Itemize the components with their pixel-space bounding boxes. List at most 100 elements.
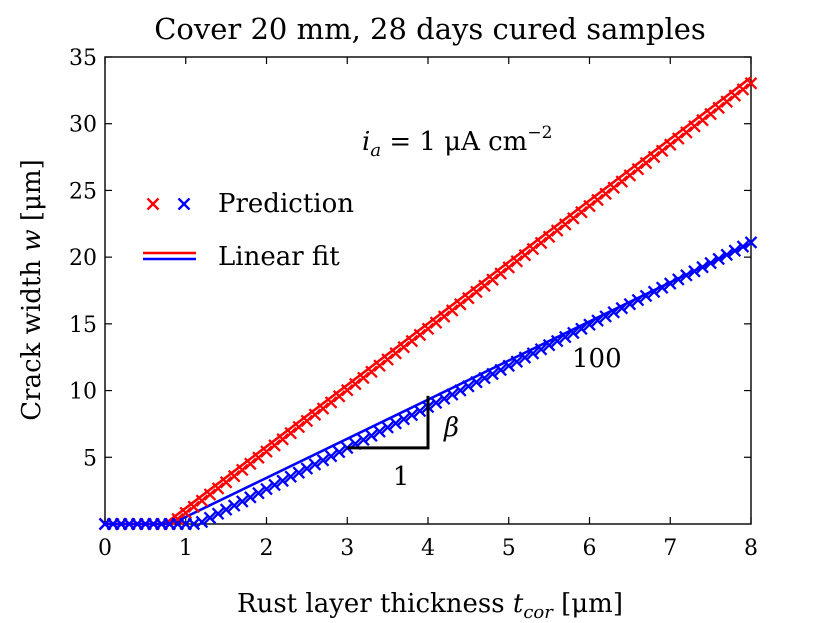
- marker-red-70: [663, 138, 677, 152]
- marker-blue-68: [647, 285, 661, 299]
- marker-blue-60: [583, 318, 596, 331]
- x-tick-label-6: 6: [583, 536, 597, 561]
- marker-red-47: [478, 279, 491, 293]
- marker-blue-12: [195, 515, 209, 529]
- marker-red-27: [316, 402, 330, 415]
- marker-red-41: [429, 316, 443, 329]
- marker-red-58: [567, 212, 580, 225]
- marker-blue-43: [445, 388, 459, 401]
- marker-red-20: [260, 445, 273, 458]
- marker-red-64: [615, 175, 629, 188]
- marker-blue-16: [227, 499, 241, 512]
- chart-title: Cover 20 mm, 28 days cured samples: [154, 12, 706, 46]
- marker-blue-13: [203, 511, 217, 525]
- marker-blue-66: [631, 293, 645, 307]
- marker-blue-57: [558, 330, 572, 344]
- x-tick-label-4: 4: [421, 536, 435, 561]
- marker-red-78: [728, 89, 742, 102]
- marker-blue-32: [357, 433, 370, 447]
- marker-blue-53: [526, 347, 540, 360]
- marker-blue-18: [244, 490, 257, 504]
- y-tick-label-5: 30: [69, 113, 97, 138]
- marker-blue-15: [219, 503, 233, 516]
- marker-blue-29: [332, 445, 346, 459]
- legend-marker-red: [146, 197, 160, 211]
- marker-blue-44: [453, 384, 467, 397]
- marker-blue-77: [720, 248, 734, 262]
- marker-blue-67: [639, 289, 653, 303]
- marker-blue-23: [284, 470, 298, 484]
- marker-red-50: [502, 261, 516, 274]
- slope-value-label: 100: [572, 344, 622, 374]
- marker-red-68: [647, 150, 661, 164]
- marker-blue-42: [437, 392, 451, 405]
- marker-blue-64: [615, 301, 629, 315]
- marker-red-24: [292, 420, 306, 434]
- marker-red-36: [389, 347, 403, 360]
- marker-blue-30: [340, 441, 354, 455]
- legend-linear-fit-lines: [143, 251, 196, 261]
- marker-red-33: [365, 365, 378, 379]
- marker-red-54: [534, 236, 548, 250]
- marker-blue-59: [575, 322, 588, 336]
- marker-red-71: [672, 132, 685, 145]
- marker-blue-39: [413, 404, 427, 418]
- y-tick-label-3: 20: [69, 246, 97, 271]
- marker-blue-45: [462, 380, 475, 393]
- marker-blue-41: [429, 396, 443, 410]
- marker-red-18: [244, 457, 257, 471]
- marker-blue-48: [486, 367, 499, 381]
- marker-blue-54: [534, 343, 548, 356]
- marker-blue-52: [518, 351, 532, 364]
- marker-blue-79: [736, 240, 750, 253]
- marker-red-44: [453, 297, 467, 311]
- marker-red-46: [470, 285, 483, 299]
- marker-blue-27: [316, 453, 330, 467]
- marker-red-17: [235, 463, 249, 477]
- marker-red-31: [349, 377, 362, 391]
- marker-blue-19: [252, 486, 265, 500]
- marker-red-69: [655, 144, 669, 158]
- marker-red-57: [558, 218, 572, 231]
- slope-triangle: [347, 395, 430, 450]
- marker-red-79: [736, 83, 750, 96]
- marker-red-22: [276, 432, 289, 446]
- marker-red-25: [300, 414, 314, 428]
- marker-red-60: [583, 199, 596, 213]
- x-tick-label-3: 3: [340, 536, 354, 561]
- marker-blue-21: [268, 478, 281, 492]
- marker-blue-34: [373, 425, 386, 438]
- x-tick-label-8: 8: [744, 536, 758, 561]
- marker-red-61: [591, 193, 604, 207]
- marker-blue-65: [623, 297, 637, 311]
- marker-blue-73: [688, 264, 701, 278]
- marker-red-75: [704, 107, 717, 121]
- marker-red-66: [631, 162, 645, 176]
- marker-blue-69: [655, 281, 669, 295]
- marker-blue-71: [672, 273, 685, 286]
- marker-red-56: [550, 224, 564, 237]
- marker-red-35: [381, 353, 394, 366]
- marker-red-45: [462, 291, 475, 305]
- marker-red-37: [397, 340, 411, 354]
- legend-label-prediction: Prediction: [218, 189, 354, 219]
- marker-red-42: [437, 310, 451, 323]
- marker-red-40: [421, 322, 435, 336]
- marker-red-55: [542, 230, 556, 244]
- marker-red-80: [744, 76, 758, 90]
- marker-red-73: [688, 119, 701, 133]
- marker-blue-76: [712, 252, 726, 266]
- marker-red-16: [227, 469, 241, 483]
- marker-blue-37: [397, 412, 411, 426]
- fit-line-blue: [105, 242, 752, 526]
- y-tick-label-0: 5: [83, 446, 97, 471]
- marker-red-53: [526, 242, 540, 256]
- y-tick-label-2: 15: [69, 313, 97, 338]
- marker-blue-47: [478, 371, 491, 385]
- slope-run-label: 1: [393, 462, 410, 492]
- marker-blue-56: [550, 334, 564, 348]
- marker-red-12: [195, 494, 209, 507]
- marker-red-74: [696, 113, 709, 127]
- marker-blue-61: [591, 314, 604, 327]
- marker-blue-28: [324, 449, 338, 463]
